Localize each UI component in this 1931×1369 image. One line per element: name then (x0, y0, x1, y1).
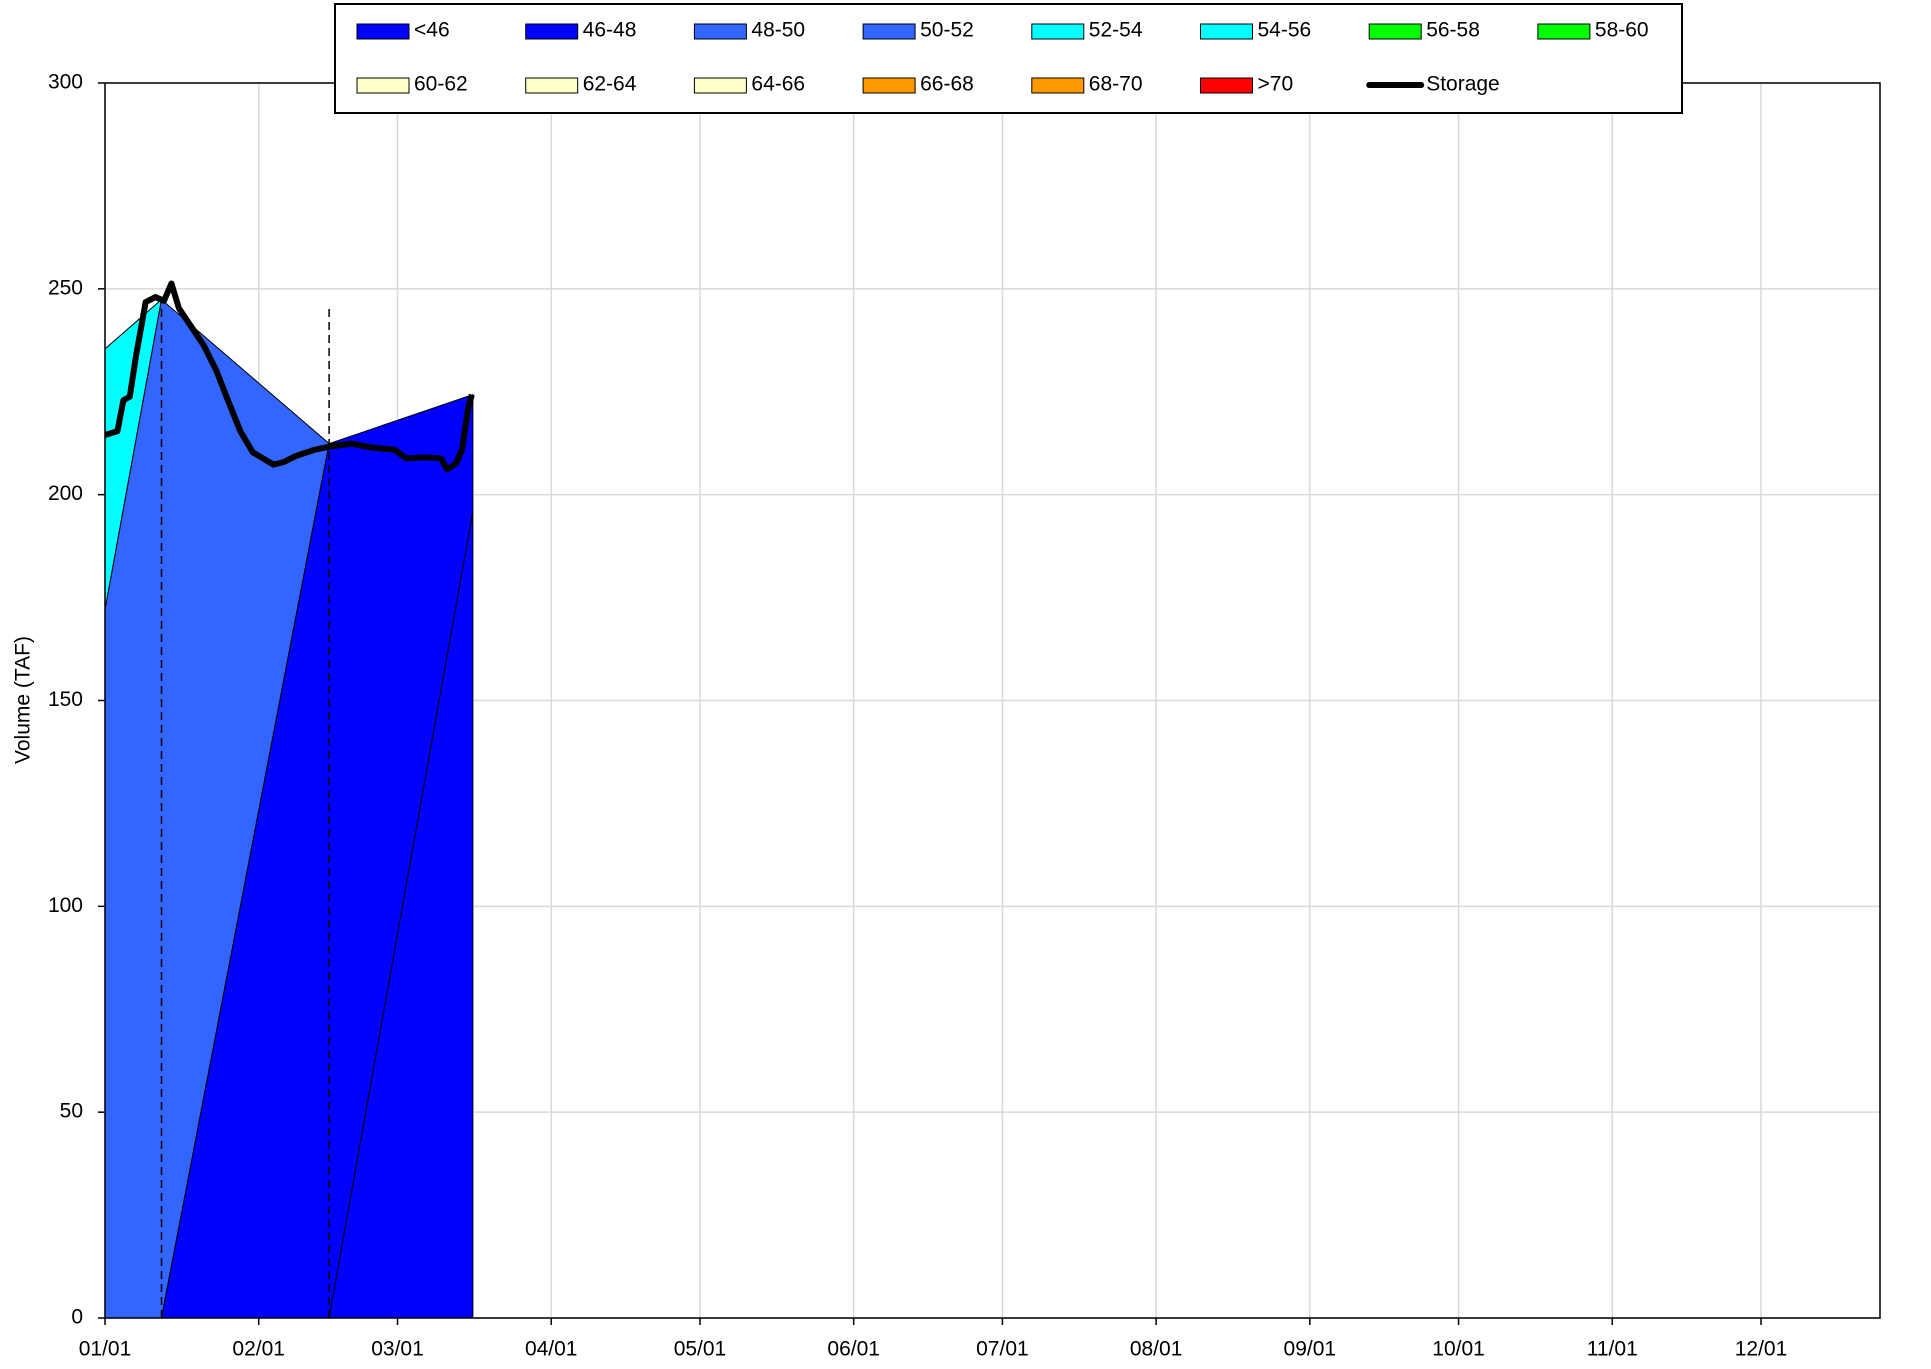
legend-swatch (862, 23, 916, 40)
legend-label: 66-68 (920, 73, 974, 96)
legend-label: Storage (1426, 73, 1500, 96)
legend-swatch (1537, 23, 1591, 40)
legend-label: 52-54 (1089, 19, 1143, 42)
x-tick-label: 09/01 (1284, 1338, 1337, 1361)
x-tick-label: 03/01 (371, 1338, 424, 1361)
x-tick-label: 02/01 (232, 1338, 285, 1361)
y-tick-label: 0 (71, 1306, 83, 1329)
legend-swatch (356, 77, 410, 94)
legend-label: 68-70 (1089, 73, 1143, 96)
legend-swatch (525, 23, 579, 40)
legend-label: 46-48 (583, 19, 637, 42)
legend-label: 58-60 (1595, 19, 1649, 42)
legend-label: 48-50 (751, 19, 805, 42)
legend-swatch (693, 23, 747, 40)
x-tick-label: 08/01 (1130, 1338, 1183, 1361)
y-tick-label: 50 (60, 1100, 83, 1123)
y-tick-label: 200 (48, 482, 83, 505)
x-tick-label: 06/01 (827, 1338, 880, 1361)
legend-swatch (693, 77, 747, 94)
legend-label: 54-56 (1258, 19, 1312, 42)
legend-swatch (1031, 23, 1085, 40)
x-tick-label: 11/01 (1587, 1338, 1638, 1361)
legend-label: 64-66 (751, 73, 805, 96)
x-tick-label: 10/01 (1432, 1338, 1485, 1361)
y-tick-label: 300 (48, 71, 83, 94)
legend-swatch (1368, 23, 1422, 40)
legend-swatch (525, 77, 579, 94)
x-tick-label: 12/01 (1735, 1338, 1788, 1361)
y-tick-label: 100 (48, 894, 83, 917)
x-tick-label: 07/01 (976, 1338, 1029, 1361)
x-tick-label: 04/01 (525, 1338, 578, 1361)
y-tick-label: 150 (48, 688, 83, 711)
legend-swatch (1200, 77, 1253, 94)
y-tick-label: 250 (48, 276, 83, 299)
x-tick-label: 01/01 (79, 1338, 132, 1361)
storage-line (104, 280, 475, 473)
legend-swatch (356, 23, 410, 40)
legend-label: 50-52 (920, 19, 974, 42)
legend-box (334, 3, 1683, 114)
legend-swatch (1031, 77, 1085, 94)
legend-swatch (1200, 23, 1253, 40)
legend-label: 62-64 (583, 73, 637, 96)
legend-label: >70 (1258, 73, 1294, 96)
y-axis-label: Volume (TAF) (12, 636, 35, 764)
legend-label: 60-62 (414, 73, 468, 96)
legend-swatch (862, 77, 916, 94)
x-tick-label: 05/01 (674, 1338, 727, 1361)
legend-label: 56-58 (1426, 19, 1480, 42)
legend-label: <46 (414, 19, 450, 42)
